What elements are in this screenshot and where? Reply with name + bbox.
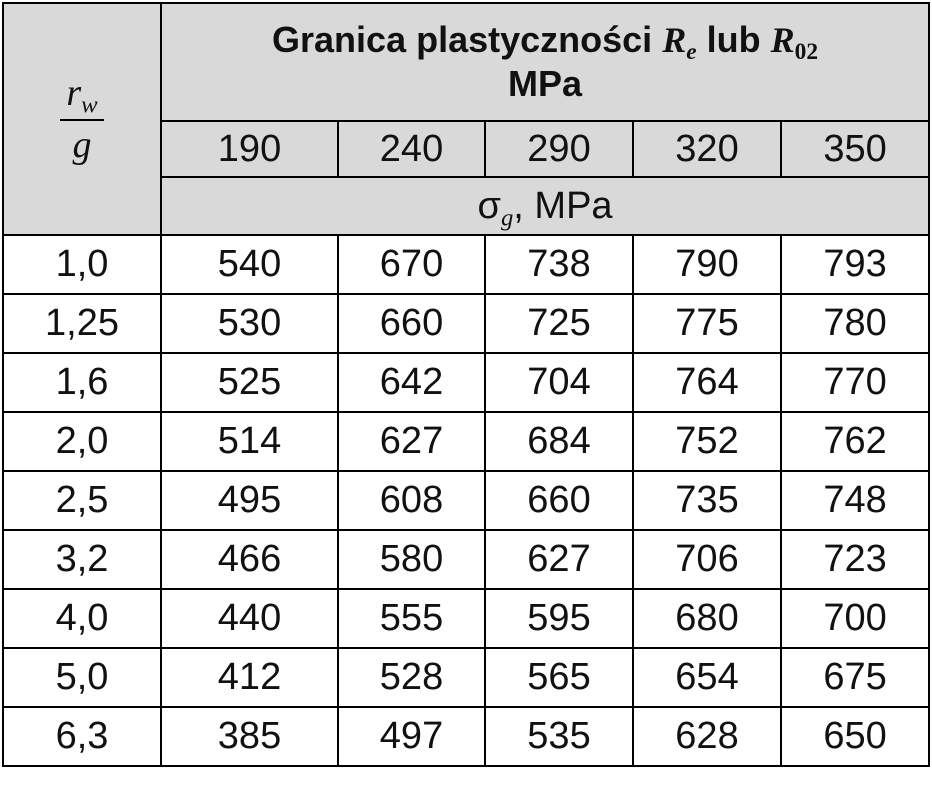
cell: 528 — [337, 647, 486, 708]
row-header-cell: rw g — [2, 2, 162, 236]
cell: 514 — [160, 411, 339, 472]
symbol-letter: R — [770, 20, 795, 60]
column-row: 190 240 290 320 350 — [3, 120, 931, 178]
row-label: 6,3 — [2, 706, 162, 767]
data-row: 5,0 412 528 565 654 675 — [2, 647, 931, 708]
cell: 790 — [632, 234, 782, 295]
data-row: 2,0 514 627 684 752 762 — [2, 411, 931, 472]
numerator: rw — [60, 71, 104, 121]
cell: 752 — [632, 411, 782, 472]
fraction: rw g — [60, 71, 104, 167]
data-row: 6,3 385 497 535 628 650 — [2, 706, 931, 767]
cell: 762 — [779, 411, 931, 472]
row-label: 4,0 — [2, 588, 162, 649]
cell: 670 — [337, 234, 486, 295]
title-cell: Granica plastyczności Re lub R02 MPa — [159, 2, 931, 122]
cell: 706 — [632, 529, 782, 590]
data-table: rw g Granica plastyczności Re lub R02 MP… — [2, 2, 931, 767]
cell: 385 — [160, 706, 339, 767]
data-row: 1,6 525 642 704 764 770 — [2, 352, 931, 413]
symbol: R02 — [770, 20, 818, 64]
row-label: 2,5 — [2, 470, 162, 531]
column-header: 290 — [484, 120, 634, 178]
cell: 735 — [632, 470, 782, 531]
unit: MPa — [508, 63, 583, 104]
cell: 642 — [337, 352, 486, 413]
cell: 627 — [484, 529, 634, 590]
cell: 660 — [337, 293, 486, 354]
cell: 497 — [337, 706, 486, 767]
table-body: rw g Granica plastyczności Re lub R02 MP… — [2, 2, 931, 767]
data-row: 4,0 440 555 595 680 700 — [2, 588, 931, 649]
cell: 495 — [160, 470, 339, 531]
cell: 700 — [779, 588, 931, 649]
cell: 412 — [160, 647, 339, 708]
column-header: 240 — [337, 120, 486, 178]
cell: 440 — [160, 588, 339, 649]
cell: 608 — [337, 470, 486, 531]
cell: 704 — [484, 352, 634, 413]
sub-unit: , MPa — [513, 184, 613, 227]
cell: 793 — [779, 234, 931, 295]
column-header: 320 — [632, 120, 782, 178]
subheader-cell: σg, MPa — [159, 176, 931, 236]
data-row: 1,25 530 660 725 775 780 — [2, 293, 931, 354]
numerator-subscript: w — [81, 91, 98, 119]
column-header: 190 — [160, 120, 339, 178]
cell: 565 — [484, 647, 634, 708]
cell: 580 — [337, 529, 486, 590]
data-row: 1,0 540 670 738 790 793 — [2, 234, 931, 295]
column-header: 350 — [779, 120, 931, 178]
numerator-symbol: r — [66, 72, 82, 114]
symbol-letter: R — [662, 20, 687, 60]
row-label: 1,6 — [2, 352, 162, 413]
cell: 764 — [632, 352, 782, 413]
cell: 650 — [779, 706, 931, 767]
data-row: 2,5 495 608 660 735 748 — [2, 470, 931, 531]
cell: 780 — [779, 293, 931, 354]
cell: 466 — [160, 529, 339, 590]
row-label: 2,0 — [2, 411, 162, 472]
row-label: 5,0 — [2, 647, 162, 708]
row-label: 3,2 — [2, 529, 162, 590]
symbol: Re — [662, 20, 696, 64]
denominator: g — [72, 124, 92, 166]
cell: 770 — [779, 352, 931, 413]
cell: 555 — [337, 588, 486, 649]
cell: 775 — [632, 293, 782, 354]
row-label: 1,25 — [2, 293, 162, 354]
symbol-subscript: e — [686, 39, 697, 66]
cell: 748 — [779, 470, 931, 531]
cell: 525 — [160, 352, 339, 413]
symbol-subscript: 02 — [794, 39, 819, 66]
title: Granica plastyczności — [272, 19, 653, 60]
cell: 675 — [779, 647, 931, 708]
cell: 540 — [160, 234, 339, 295]
cell: 738 — [484, 234, 634, 295]
cell: 595 — [484, 588, 634, 649]
cell: 628 — [632, 706, 782, 767]
cell: 684 — [484, 411, 634, 472]
cell: 660 — [484, 470, 634, 531]
conjunction: lub — [706, 19, 761, 60]
cell: 530 — [160, 293, 339, 354]
cell: 535 — [484, 706, 634, 767]
cell: 723 — [779, 529, 931, 590]
row-label: 1,0 — [2, 234, 162, 295]
sigma: σ — [477, 184, 501, 227]
cell: 680 — [632, 588, 782, 649]
cell: 654 — [632, 647, 782, 708]
cell: 627 — [337, 411, 486, 472]
sigma-subscript: g — [500, 203, 514, 231]
data-row: 3,2 466 580 627 706 723 — [2, 529, 931, 590]
cell: 725 — [484, 293, 634, 354]
